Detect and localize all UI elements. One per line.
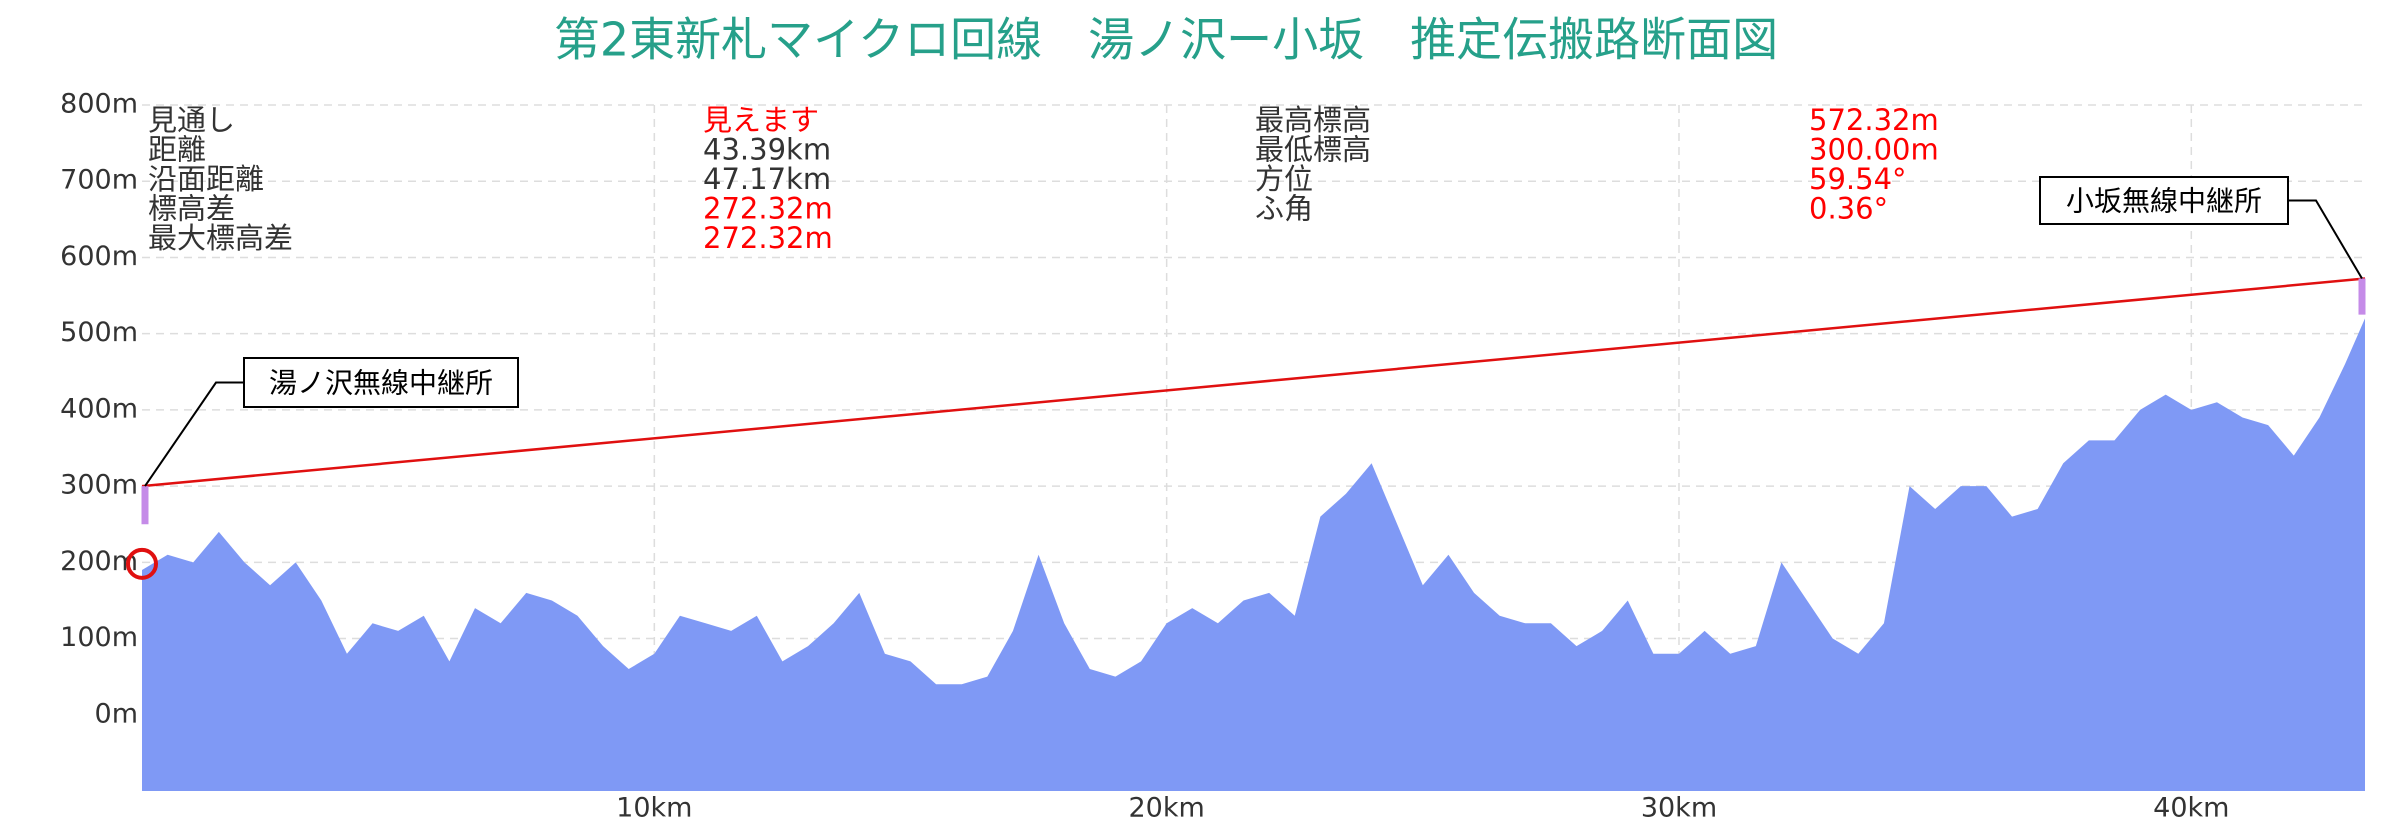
info-value: 572.32m <box>1809 103 1939 137</box>
info-label: 最低標高 <box>1255 133 1371 167</box>
info-value: 272.32m <box>703 192 833 226</box>
x-tick-label: 30km <box>1641 793 1717 824</box>
y-tick-label: 300m <box>60 470 138 501</box>
station-label: 小坂無線中継所 <box>2066 185 2262 218</box>
info-label: 見通し <box>148 103 235 137</box>
x-tick-label: 10km <box>616 793 692 824</box>
station-label-box <box>243 357 519 408</box>
info-value: 0.36° <box>1809 192 1888 226</box>
chart-title: 第2東新札マイクロ回線 湯ノ沢ー小坂 推定伝搬路断面図 <box>554 13 1778 67</box>
station-label: 湯ノ沢無線中継所 <box>269 367 493 400</box>
info-label: 標高差 <box>148 192 235 226</box>
leader-line <box>2288 199 2363 280</box>
y-tick-label: 500m <box>60 317 138 348</box>
station-label-box <box>2039 176 2289 225</box>
line-of-sight <box>141 277 2366 488</box>
y-tick-label: 100m <box>60 622 138 653</box>
y-tick-label: 0m <box>95 698 138 729</box>
info-label: ふ角 <box>1255 192 1313 226</box>
y-tick-label: 400m <box>60 393 138 424</box>
terrain-area <box>142 318 2365 791</box>
leader-line <box>144 381 244 487</box>
info-label: 距離 <box>148 133 206 167</box>
info-label: 最高標高 <box>1255 103 1371 137</box>
y-tick-label: 200m <box>60 546 138 577</box>
x-tick-label: 40km <box>2153 793 2229 824</box>
info-value: 272.32m <box>703 221 833 255</box>
info-value: 見えます <box>703 103 819 137</box>
info-value: 300.00m <box>1809 133 1939 167</box>
info-value: 47.17km <box>703 162 831 196</box>
y-tick-label: 800m <box>60 89 138 120</box>
x-tick-label: 20km <box>1129 793 1205 824</box>
info-label: 最大標高差 <box>148 221 293 255</box>
y-tick-label: 700m <box>60 165 138 196</box>
info-value: 43.39km <box>703 133 831 167</box>
obstruction-marker <box>126 547 158 580</box>
y-tick-label: 600m <box>60 241 138 272</box>
info-label: 沿面距離 <box>148 162 264 196</box>
info-label: 方位 <box>1255 162 1313 196</box>
info-value: 59.54° <box>1809 162 1907 196</box>
